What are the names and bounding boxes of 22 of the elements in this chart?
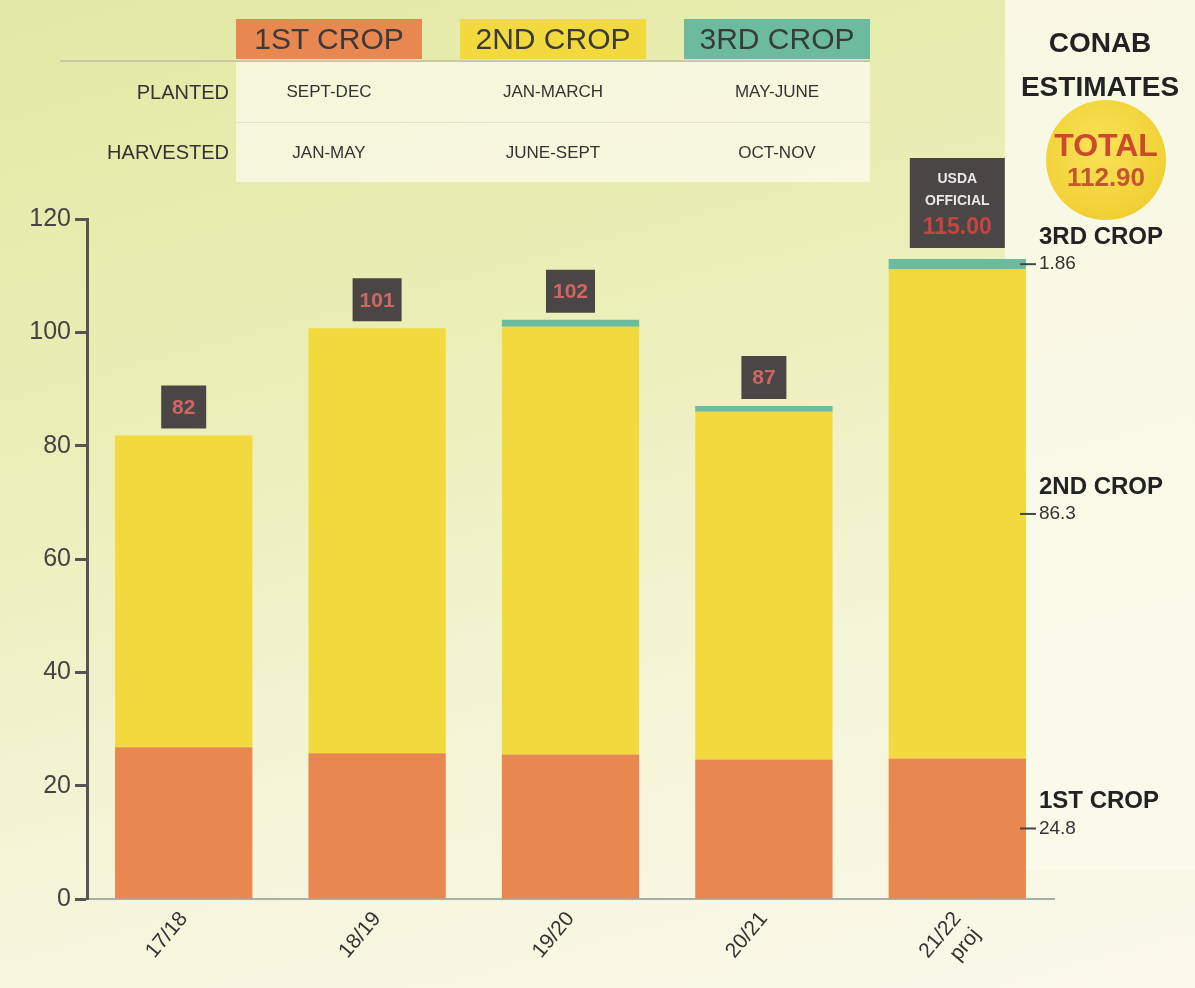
- series-label: 1ST CROP: [1038, 786, 1159, 814]
- total-label: 101: [359, 287, 395, 311]
- series-label: 2ND CROP: [1038, 471, 1163, 499]
- table: PLANTED SEPT-DEC JAN-MARCH MAY-JUNE HARVESTED JAN-MAY JUNE-SEPT OCT-NOV: [60, 60, 870, 182]
- y-tick-label: 40: [43, 656, 71, 685]
- text: 3RD CROP: [699, 22, 855, 55]
- data-label: 86.3: [1038, 502, 1076, 524]
- y-tick-label: 120: [29, 202, 71, 231]
- total-label: 102: [552, 279, 589, 303]
- y-tick-label: 100: [29, 316, 71, 345]
- series-label: 3RD CROP: [1038, 221, 1163, 249]
- y-tick-label: 60: [43, 542, 71, 571]
- total-label: 87: [752, 365, 776, 389]
- y-tick-label: 0: [57, 882, 71, 911]
- data-label: 24.8: [1038, 816, 1076, 838]
- y-tick-label: 20: [43, 769, 71, 798]
- annotation: USDA OFFICIAL 115.00: [922, 169, 992, 240]
- y-tick-label: 80: [43, 429, 71, 458]
- text: 1ST CROP: [254, 22, 404, 55]
- text: 2ND CROP: [475, 22, 631, 55]
- data-label: 1.86: [1038, 252, 1076, 274]
- total-label: 82: [172, 394, 196, 418]
